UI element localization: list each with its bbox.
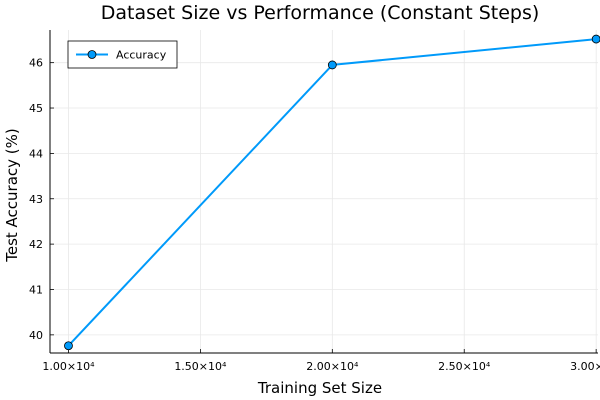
legend: Accuracy [67,40,178,69]
grid-layer [50,30,598,353]
x-axis-label: Training Set Size [257,379,382,397]
y-tick-label: 46 [29,57,43,70]
data-point [327,60,337,70]
y-tick-label: 41 [29,283,43,296]
data-point [591,34,600,44]
legend-label: Accuracy [116,49,167,62]
y-tick-label: 42 [29,238,43,251]
y-axis-label: Test Accuracy (%) [3,128,21,263]
chart-title: Dataset Size vs Performance (Constant St… [101,2,540,24]
axes-layer [49,30,598,354]
y-tick-label: 43 [29,193,43,206]
y-tick-label: 44 [29,147,43,160]
data-point [64,341,73,351]
x-tick-label: 2.50×10⁴ [438,360,491,373]
legend-marker [87,50,97,59]
series-layer [64,34,600,351]
x-tick-label: 2.00×10⁴ [306,360,359,373]
x-tick-label: 3.00×10⁴ [570,360,600,373]
ticks-layer: 1.00×10⁴ 1.50×10⁴ 2.00×10⁴ 2.50×10⁴ 3.00×10⁴… [29,57,600,373]
x-tick-label: 1.50×10⁴ [174,360,227,373]
y-tick-label: 45 [29,102,43,115]
x-tick-label: 1.00×10⁴ [42,360,95,373]
y-tick-label: 40 [29,329,43,342]
